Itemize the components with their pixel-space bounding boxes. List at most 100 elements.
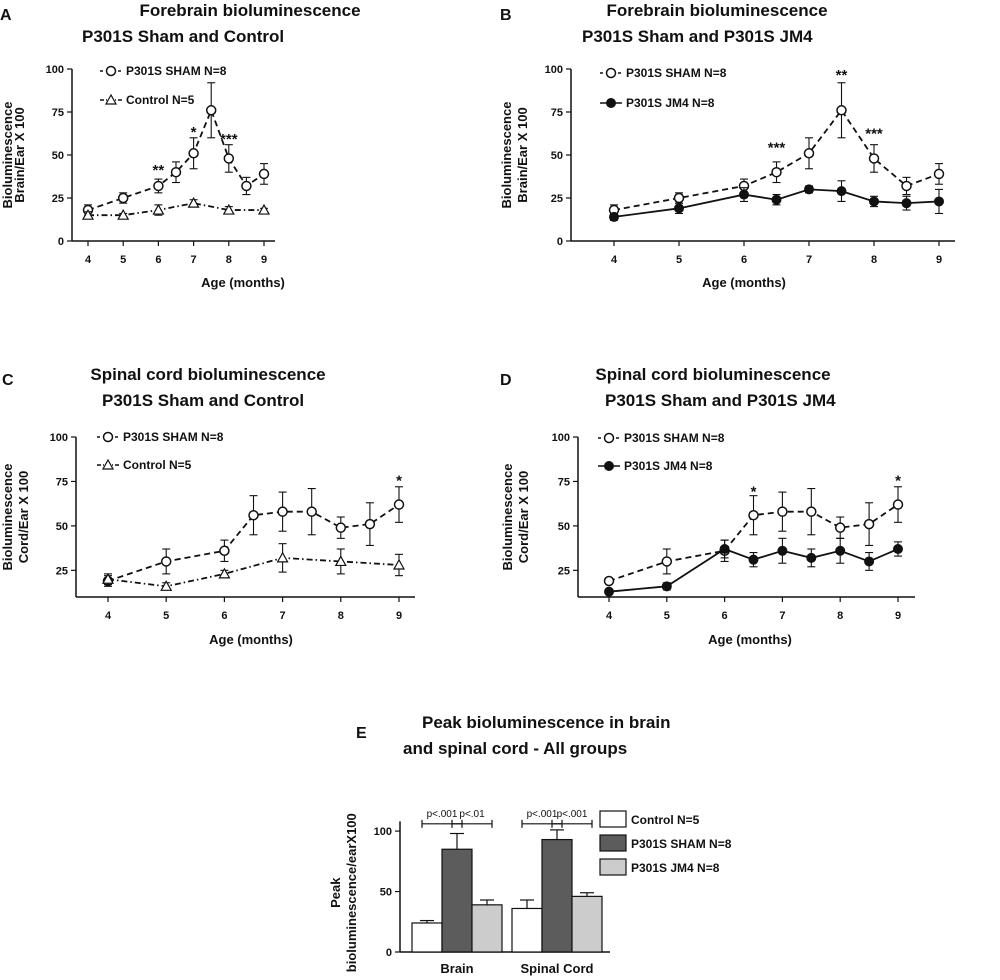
x-axis-label: Age (months) bbox=[209, 632, 293, 647]
series-2: Control N=5 bbox=[97, 458, 406, 591]
legend-marker bbox=[605, 67, 617, 79]
legend-label: P301S SHAM N=8 bbox=[626, 66, 727, 80]
y-tick-label: 0 bbox=[386, 947, 392, 959]
legend-label: P301S SHAM N=8 bbox=[123, 430, 224, 444]
y-tick-label: 100 bbox=[50, 432, 68, 444]
data-point bbox=[892, 499, 904, 510]
data-point bbox=[934, 196, 944, 207]
panel-a: A Forebrain bioluminescence P301S Sham and… bbox=[0, 1, 361, 290]
x-tick-label: 9 bbox=[895, 610, 901, 622]
series-1: P301S SHAM N=8 bbox=[82, 64, 270, 216]
legend-label: Control N=5 bbox=[123, 458, 192, 472]
significance-marker: * bbox=[895, 473, 901, 490]
x-tick-label: 4 bbox=[85, 254, 92, 266]
data-point bbox=[117, 192, 129, 204]
data-point bbox=[869, 196, 879, 207]
data-point bbox=[771, 166, 782, 178]
x-tick-label: 5 bbox=[676, 254, 682, 266]
y-tick-label: 50 bbox=[56, 521, 68, 533]
legend-marker bbox=[603, 432, 615, 444]
y-axis-label-2: Cord/Ear X 100 bbox=[516, 471, 531, 564]
x-tick-label: 4 bbox=[611, 254, 618, 266]
data-point bbox=[205, 105, 217, 116]
data-point bbox=[673, 192, 685, 204]
y-tick-label: 50 bbox=[551, 150, 563, 162]
data-point bbox=[901, 180, 912, 192]
panel-b: B Forebrain bioluminescence P301S Sham and… bbox=[499, 1, 955, 290]
x-tick-label: 5 bbox=[664, 610, 670, 622]
chart-title-line-2: P301S Sham and P301S JM4 bbox=[605, 391, 836, 410]
data-point bbox=[609, 211, 619, 222]
x-tick-label: 8 bbox=[226, 254, 232, 266]
bar bbox=[511, 907, 543, 953]
y-axis-label-1: Bioluminescence bbox=[499, 102, 514, 209]
panel-letter: C bbox=[2, 372, 14, 389]
x-tick-label: 7 bbox=[806, 254, 812, 266]
panel-d: D Spinal cord bioluminescence P301S Sham a… bbox=[500, 365, 915, 647]
data-point bbox=[223, 153, 235, 164]
legend-label: Control N=5 bbox=[631, 813, 700, 827]
y-axis-label-1: Bioluminescence bbox=[500, 464, 515, 571]
x-tick-label: 6 bbox=[741, 254, 747, 266]
legend-label: P301S JM4 N=8 bbox=[624, 459, 713, 473]
y-tick-label: 75 bbox=[558, 476, 570, 488]
series-2: Control N=5 bbox=[81, 93, 271, 220]
data-point bbox=[277, 506, 288, 517]
panel-c: C Spinal cord bioluminescence P301S Sham a… bbox=[0, 365, 415, 647]
x-tick-label: Spinal Cord bbox=[521, 961, 594, 976]
panel-letter: D bbox=[500, 372, 512, 389]
data-point bbox=[222, 203, 235, 215]
data-point bbox=[393, 499, 405, 510]
data-point bbox=[219, 545, 230, 557]
x-tick-label: Brain bbox=[440, 961, 473, 976]
y-tick-label: 50 bbox=[558, 521, 570, 533]
series-1: P301S SHAM N=8 bbox=[598, 431, 904, 587]
p-value-label: p<.01 bbox=[459, 809, 485, 820]
series-line bbox=[107, 556, 400, 588]
data-point bbox=[806, 506, 817, 517]
x-tick-label: 8 bbox=[837, 610, 843, 622]
panel-letter: E bbox=[356, 725, 367, 742]
y-axis-label-2: bioluminescence/earX100 bbox=[344, 813, 359, 972]
legend-label: P301S SHAM N=8 bbox=[624, 431, 725, 445]
significance-marker: * bbox=[396, 473, 402, 490]
y-tick-label: 25 bbox=[551, 193, 563, 205]
legend-swatch bbox=[599, 858, 627, 876]
data-point bbox=[258, 168, 270, 180]
y-axis-label-1: Bioluminescence bbox=[0, 102, 15, 209]
data-point bbox=[257, 203, 271, 215]
data-point bbox=[392, 558, 406, 570]
data-point bbox=[674, 203, 684, 214]
data-point bbox=[803, 148, 815, 159]
data-point bbox=[864, 556, 875, 567]
data-point bbox=[868, 153, 880, 164]
significance-marker: ** bbox=[153, 162, 165, 179]
series-line bbox=[88, 202, 264, 217]
legend-swatch bbox=[599, 810, 627, 828]
y-axis-label-1: Peak bbox=[328, 877, 343, 908]
data-point bbox=[218, 567, 231, 579]
data-point bbox=[603, 575, 615, 587]
x-tick-label: 4 bbox=[606, 610, 613, 622]
significance-marker: *** bbox=[768, 139, 786, 156]
y-tick-label: 100 bbox=[545, 64, 563, 76]
data-point bbox=[152, 203, 165, 215]
data-point bbox=[836, 105, 847, 116]
data-point bbox=[835, 545, 846, 556]
y-tick-label: 100 bbox=[552, 432, 570, 444]
x-tick-label: 6 bbox=[221, 610, 227, 622]
x-tick-label: 5 bbox=[120, 254, 126, 266]
series-1: P301S SHAM N=8 bbox=[600, 66, 945, 216]
chart-title-line-2: P301S Sham and Control bbox=[102, 391, 304, 410]
panel-e: E Peak bioluminescence in brain and spinal… bbox=[328, 713, 732, 976]
data-point bbox=[188, 148, 199, 159]
x-tick-label: 8 bbox=[338, 610, 344, 622]
data-point bbox=[771, 194, 782, 205]
x-tick-label: 7 bbox=[280, 610, 286, 622]
x-tick-label: 9 bbox=[261, 254, 267, 266]
data-point bbox=[334, 555, 347, 567]
y-axis-label-2: Brain/Ear X 100 bbox=[515, 107, 530, 202]
x-tick-label: 6 bbox=[155, 254, 161, 266]
legend-marker bbox=[606, 98, 616, 108]
